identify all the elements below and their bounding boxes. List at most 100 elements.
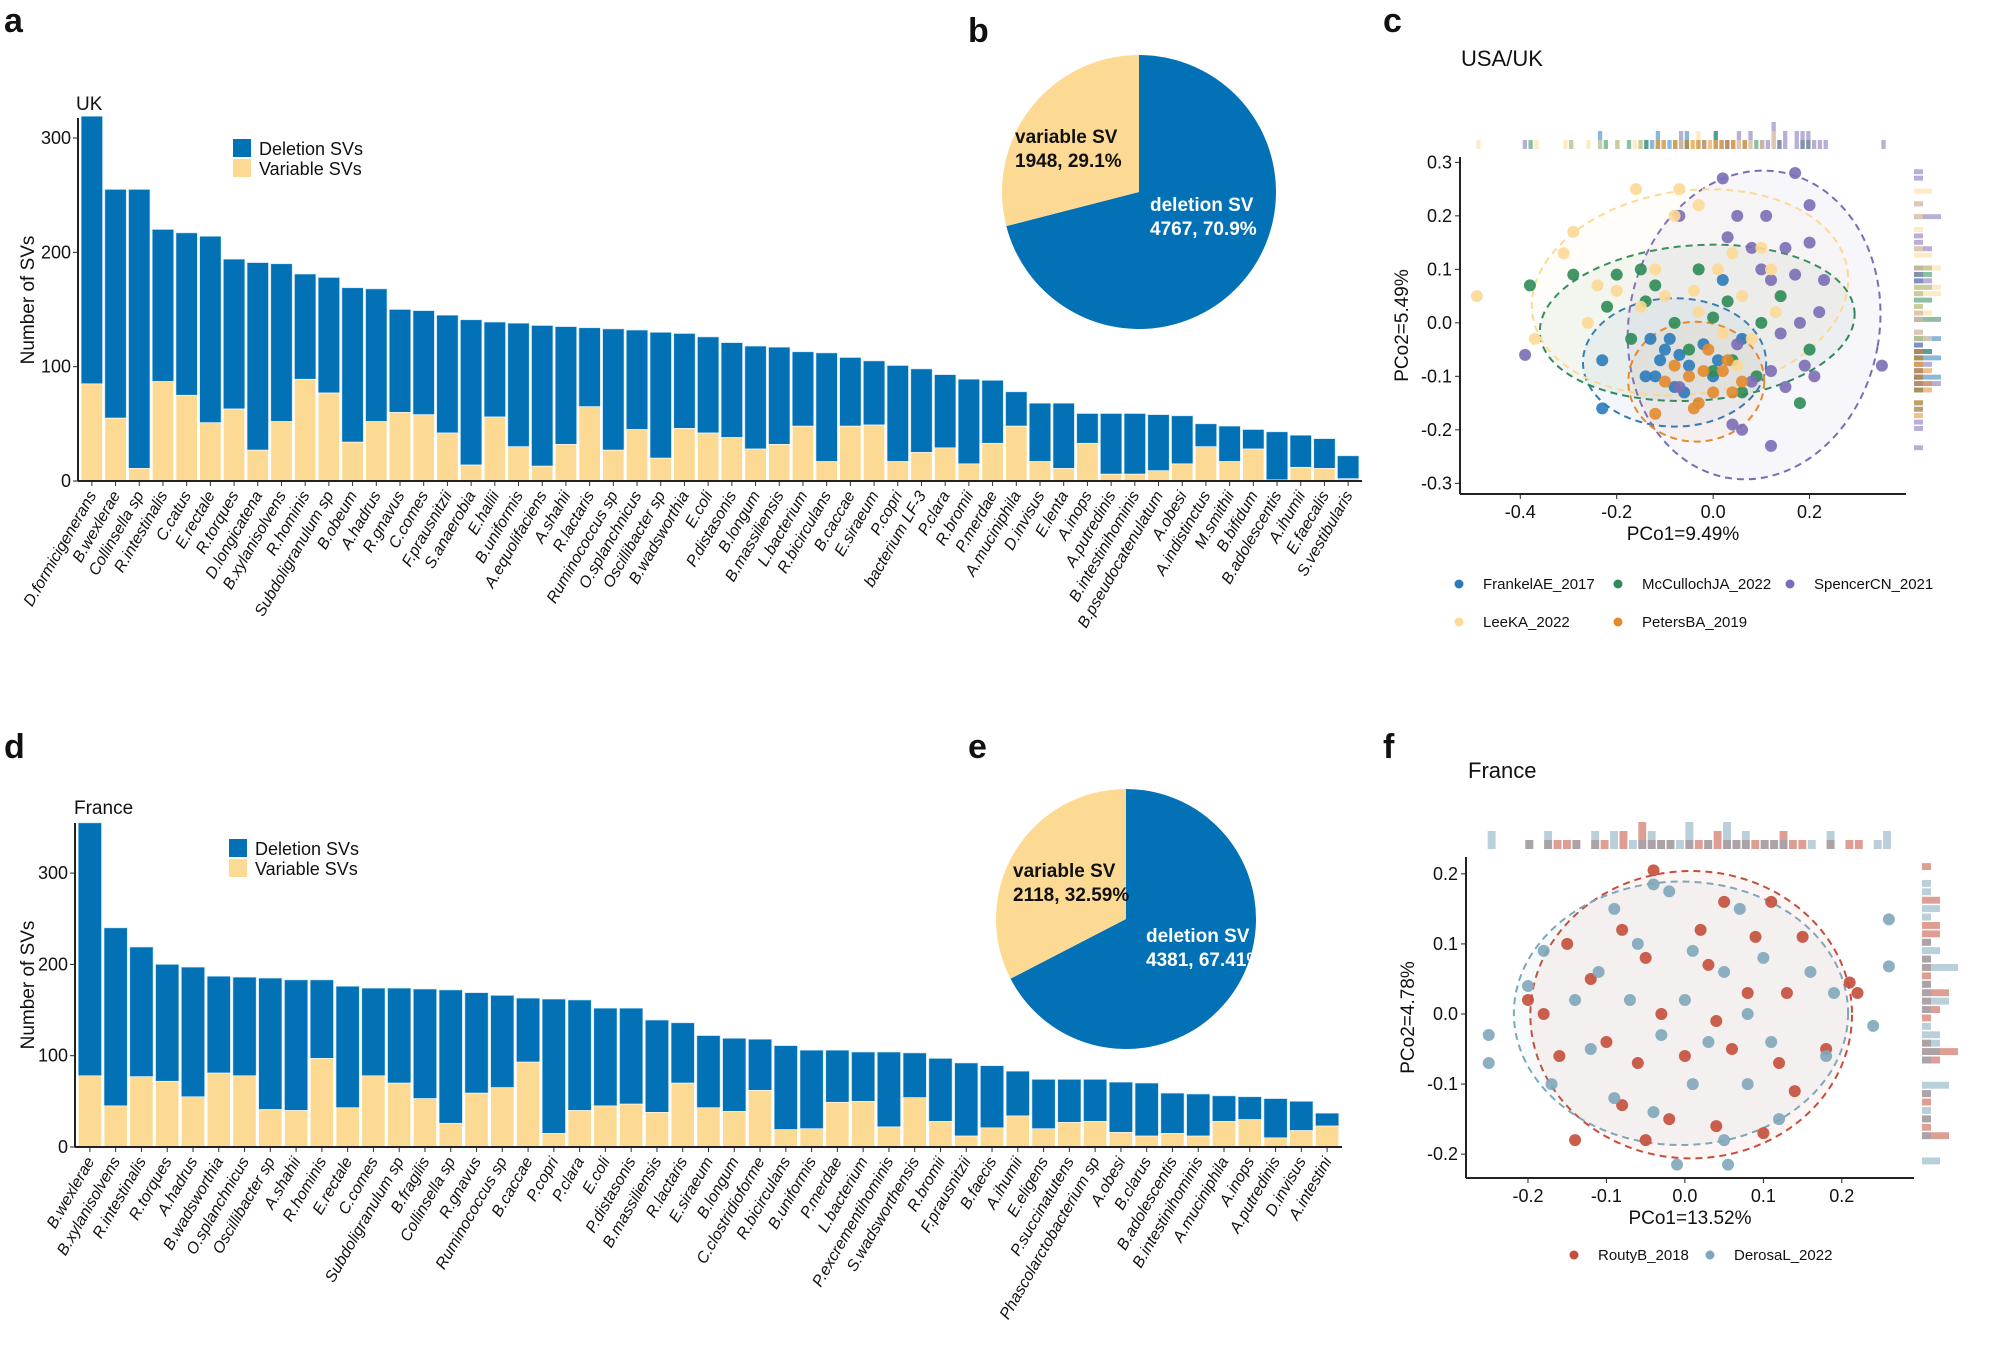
- marginal-histogram-bar-y: [1922, 1132, 1949, 1140]
- scatter-point: [1644, 332, 1657, 345]
- bar-deletion: [490, 995, 515, 1088]
- scatter-point: [1629, 183, 1642, 196]
- scatter-point: [1745, 332, 1758, 345]
- bar-variable: [541, 1133, 566, 1148]
- scatter-point: [1733, 902, 1746, 915]
- bar-deletion: [1123, 413, 1146, 475]
- bar-variable: [768, 444, 791, 482]
- scatter-point: [1686, 1078, 1699, 1091]
- bar-variable: [645, 1112, 669, 1148]
- bar-variable: [886, 461, 909, 482]
- bar-variable: [910, 452, 933, 482]
- marginal-histogram-bar-y: [1914, 361, 1923, 367]
- bar-deletion: [317, 277, 340, 394]
- scatter-point: [1773, 1113, 1786, 1126]
- scatter-point: [1553, 1050, 1566, 1063]
- bar-variable: [863, 424, 886, 482]
- marginal-histogram-bar-y: [1914, 278, 1932, 284]
- scatter-point: [1726, 386, 1739, 399]
- chart-title: USA/UK: [1461, 46, 1543, 71]
- scatter-point: [1592, 965, 1605, 978]
- scatter-point: [1634, 263, 1647, 276]
- marginal-histogram-bar-y: [1914, 265, 1941, 271]
- marginal-histogram-bar-y: [1922, 972, 1931, 980]
- scatter-point: [1827, 986, 1840, 999]
- bar-variable: [957, 463, 980, 482]
- scatter-point: [1523, 279, 1536, 292]
- bar-variable: [1005, 425, 1028, 482]
- bar-variable: [825, 1101, 850, 1148]
- scatter-point: [1779, 381, 1792, 394]
- bar-deletion: [103, 927, 128, 1107]
- bar-deletion: [1313, 438, 1336, 469]
- scatter-point: [1668, 209, 1681, 222]
- marginal-histogram-bar-x: [1730, 140, 1736, 149]
- legend-label: DerosaL_2022: [1734, 1247, 1832, 1264]
- bar-deletion: [232, 976, 257, 1077]
- marginal-histogram-bar-x: [1777, 140, 1782, 149]
- bar-variable: [246, 449, 269, 482]
- bar-deletion: [1266, 431, 1289, 481]
- bar-deletion: [1186, 1093, 1211, 1137]
- marginal-histogram-bar-x: [1568, 140, 1574, 149]
- marginal-histogram-bar-x: [1638, 140, 1643, 149]
- legend-swatch-deletion: [229, 839, 247, 857]
- marginal-histogram-bar-y: [1922, 1098, 1931, 1106]
- scatter-point: [1610, 284, 1623, 297]
- legend-label: FrankelAE_2017: [1483, 576, 1595, 593]
- bar-deletion: [954, 1062, 979, 1137]
- marginal-histogram-bar-y: [1922, 980, 1931, 988]
- marginal-histogram-bar-x: [1572, 840, 1581, 849]
- scatter-point: [1745, 241, 1758, 254]
- bar-variable: [567, 1110, 592, 1148]
- y-tick-label: -0.2: [1421, 420, 1452, 440]
- panel-letter-b: b: [968, 12, 989, 50]
- bar-deletion: [206, 975, 231, 1074]
- marginal-histogram-bar-x: [1798, 840, 1807, 849]
- bar-deletion: [722, 1038, 747, 1112]
- bar-variable: [791, 425, 814, 482]
- bar-deletion: [773, 1045, 798, 1130]
- marginal-histogram-bar-y: [1914, 233, 1923, 239]
- marginal-histogram-bar-y: [1922, 947, 1940, 955]
- bar-variable: [1057, 1122, 1082, 1148]
- scatter-point: [1818, 274, 1831, 287]
- scatter-point: [1616, 923, 1629, 936]
- bar-deletion: [1029, 402, 1051, 462]
- bar-deletion: [413, 988, 437, 1099]
- scatter-point: [1647, 864, 1660, 877]
- scatter-point: [1692, 199, 1705, 212]
- legend-marker: [1613, 579, 1623, 589]
- marginal-histogram-bar-x: [1615, 140, 1620, 149]
- bar-variable: [460, 464, 483, 482]
- pie-slice-deletion: [1010, 788, 1256, 1049]
- y-tick-label: 0.0: [1433, 1004, 1458, 1024]
- marginal-histogram-bar-x: [1854, 840, 1863, 849]
- pie-label-variable: variable SV: [1013, 861, 1116, 882]
- bar-variable: [839, 425, 862, 482]
- bar-variable: [206, 1072, 231, 1148]
- legend-label-variable: Variable SVs: [255, 859, 358, 879]
- bar-variable: [284, 1110, 308, 1148]
- marginal-histogram-bar-x: [1806, 131, 1811, 149]
- scatter-point: [1882, 913, 1895, 926]
- legend-marker: [1454, 617, 1464, 627]
- marginal-histogram-bar-y: [1922, 930, 1940, 938]
- marginal-histogram-bar-y: [1914, 175, 1923, 181]
- scatter-point: [1711, 263, 1724, 276]
- bar-deletion: [902, 1052, 927, 1098]
- bar-variable: [387, 1082, 412, 1148]
- bar-deletion: [1289, 1101, 1314, 1131]
- legend-label-deletion: Deletion SVs: [255, 839, 359, 859]
- bar-deletion: [981, 380, 1004, 444]
- scatter-point: [1596, 402, 1609, 415]
- bar-deletion: [483, 321, 506, 418]
- scatter-point: [1764, 274, 1777, 287]
- scatter-point: [1569, 993, 1582, 1006]
- scatter-point: [1721, 295, 1734, 308]
- bar-variable: [744, 448, 767, 482]
- bar-variable: [697, 432, 720, 482]
- bar-deletion: [877, 1051, 901, 1128]
- scatter-point: [1623, 993, 1636, 1006]
- scatter-point: [1596, 354, 1609, 367]
